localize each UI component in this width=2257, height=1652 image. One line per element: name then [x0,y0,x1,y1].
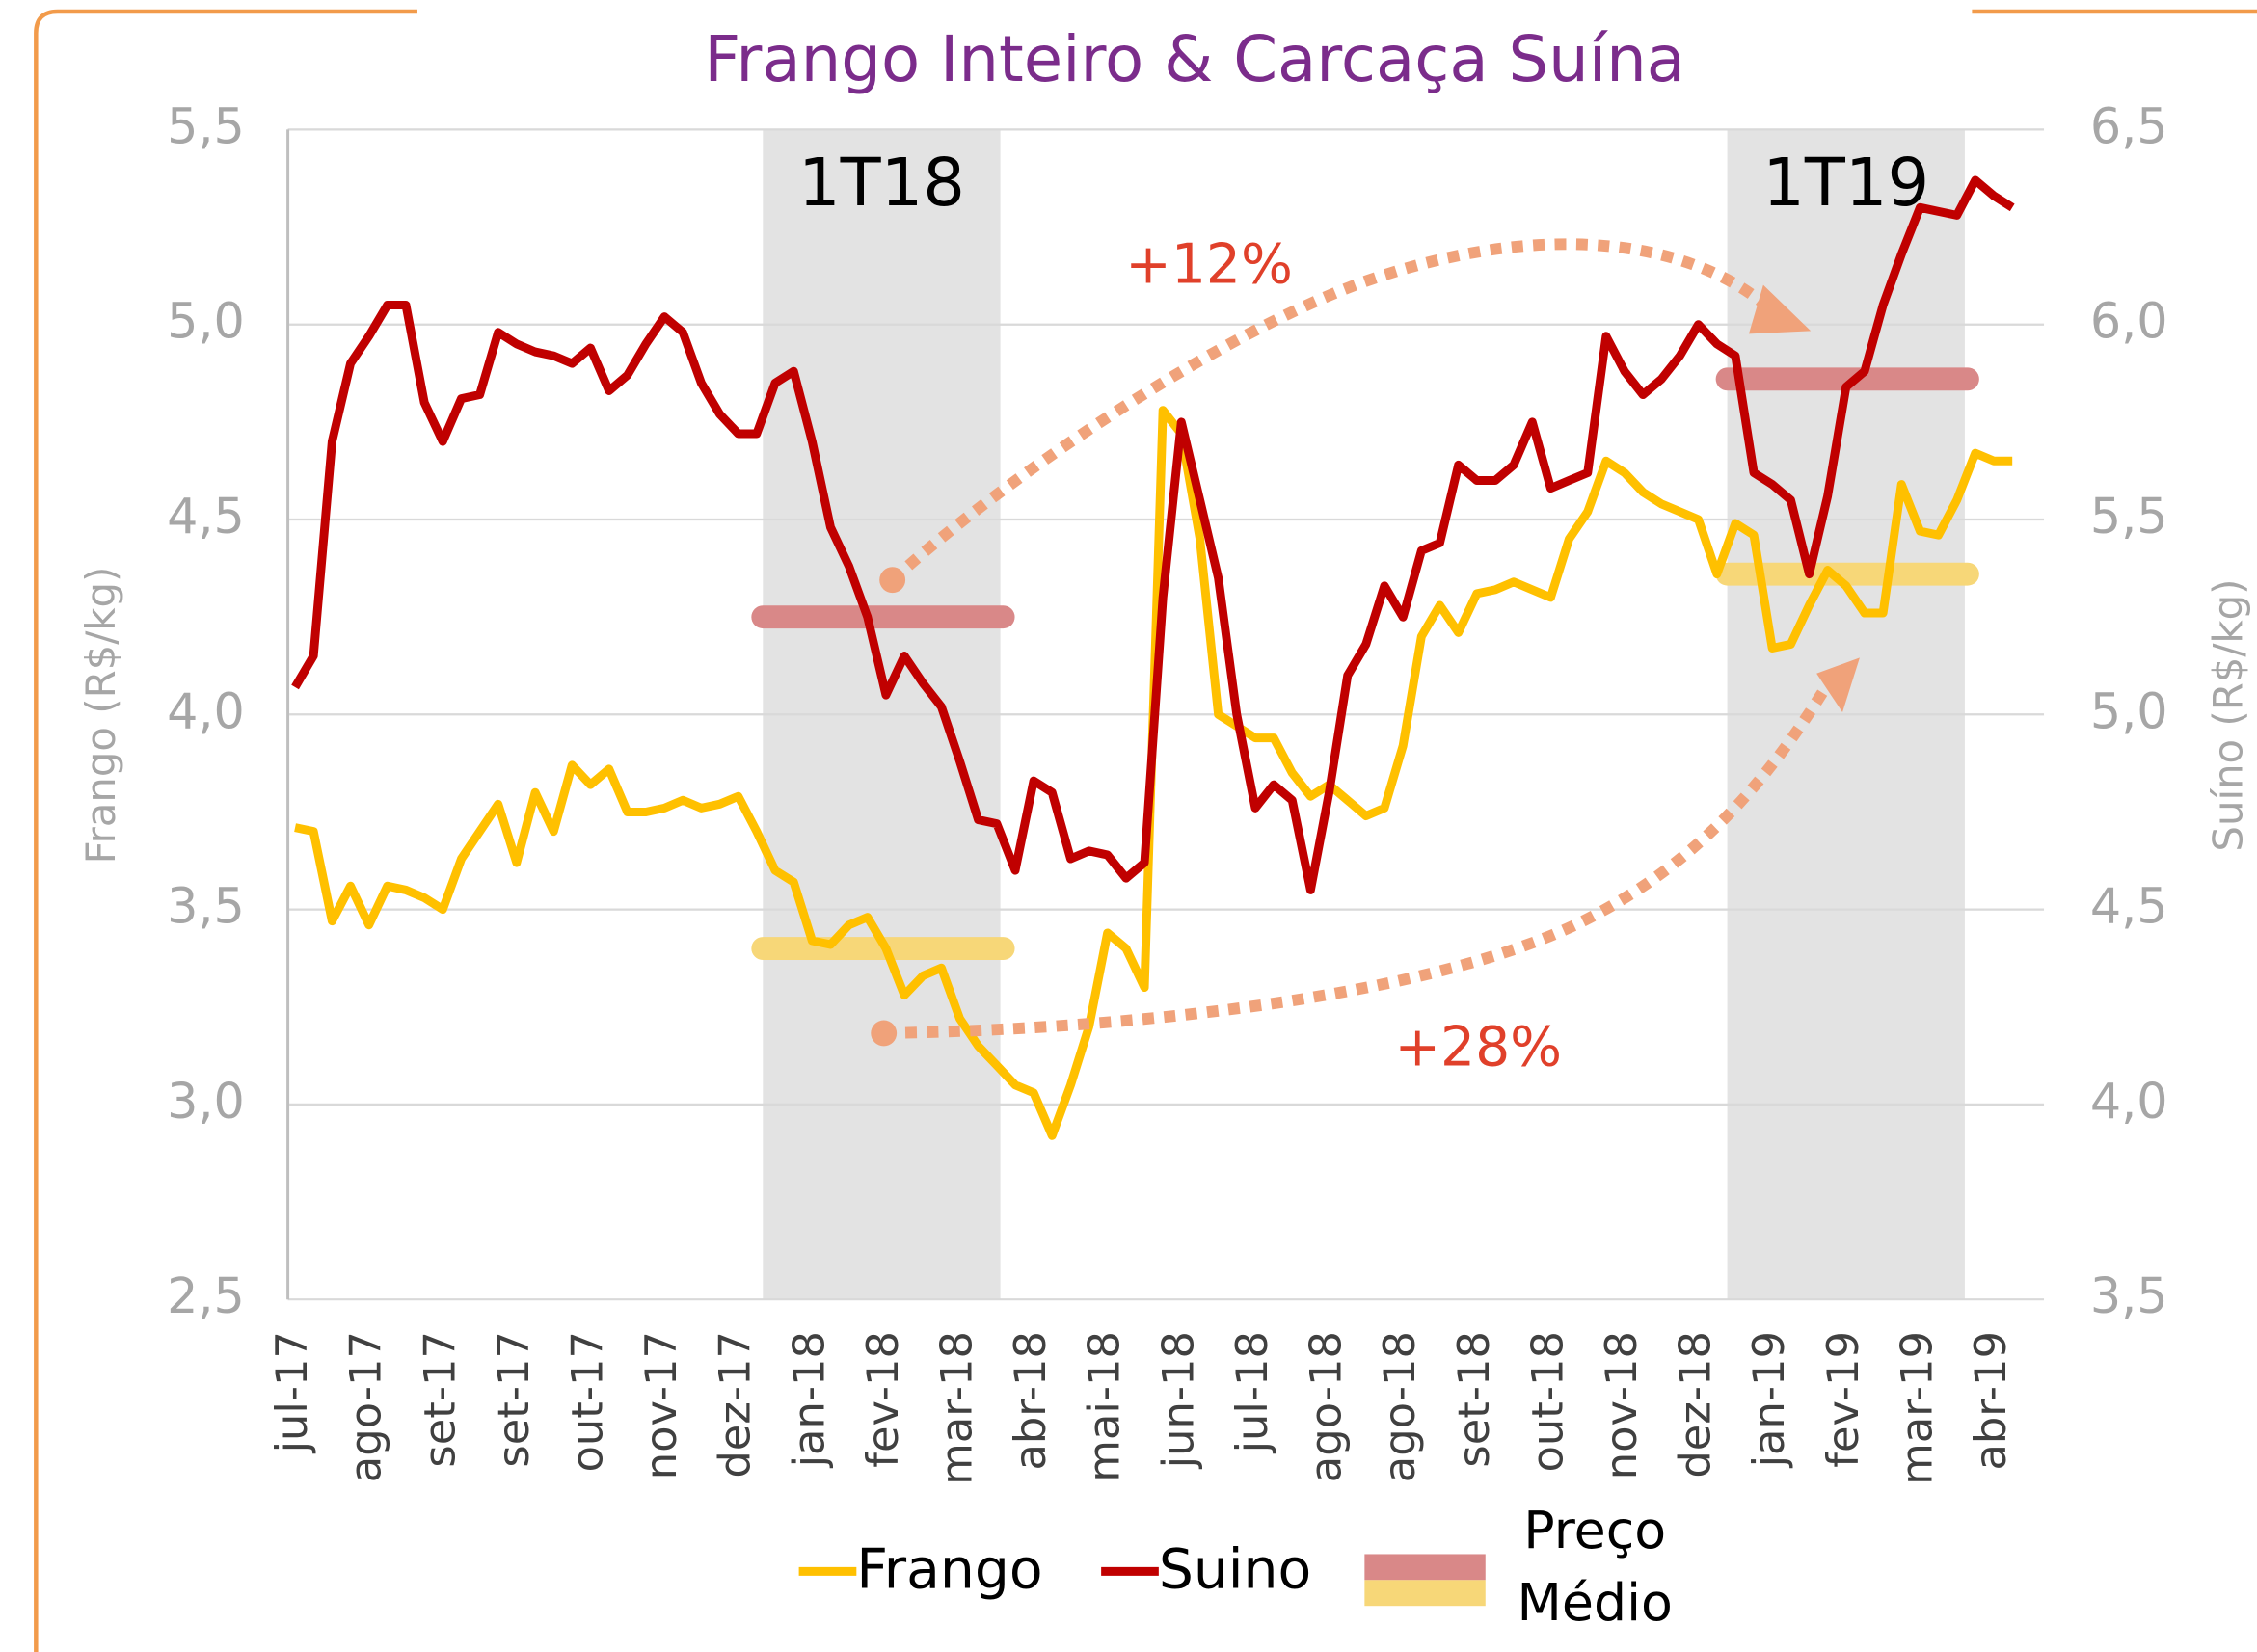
y-tick-label: 4,0 [167,682,245,739]
x-tick-label: jul-18 [1226,1331,1277,1453]
series-line [291,175,2015,894]
frame [34,9,2257,1652]
legend-label: Frango [856,1537,1042,1601]
x-tick-label: nov-18 [1596,1331,1647,1479]
x-tick-label: ago-17 [340,1331,391,1482]
x-tick-label: abr-18 [1005,1331,1056,1471]
chart-title: Frango Inteiro & Carcaça Suína [704,23,1685,96]
x-tick-label: jul-17 [266,1331,317,1453]
x-tick-label: dez-17 [710,1331,761,1479]
y2-tick-label: 4,0 [2090,1073,2168,1130]
arrow [888,238,1775,585]
y2-tick-label: 6,0 [2090,293,2168,350]
x-tick-label: dez-18 [1670,1331,1721,1479]
x-tick-label: jan-18 [783,1331,834,1468]
x-tick-label: jun-18 [1152,1331,1203,1469]
x-tick-label: mar-18 [931,1331,982,1485]
period-label: 1T19 [1762,145,1929,222]
legend-swatch [1364,1580,1486,1607]
x-tick-label: mai-18 [1079,1331,1130,1482]
y-tick-label: 3,5 [167,878,245,935]
arrow-head [1816,657,1860,713]
y2-tick-label: 5,5 [2090,488,2168,545]
x-tick-label: nov-17 [635,1331,686,1479]
legend-label: Preço [1523,1500,1666,1560]
arrow-start [879,567,906,594]
x-tick-label: mar-19 [1891,1331,1942,1485]
legend-swatch [1364,1554,1486,1581]
x-tick-label: set-17 [414,1331,465,1468]
x-tick-label: out-18 [1521,1331,1572,1472]
x-tick-label: fev-19 [1817,1331,1868,1468]
x-tick-label: ago-18 [1374,1331,1425,1482]
legend-label: Suino [1159,1537,1311,1601]
y-axis-label: Frango (R$/kg) [77,567,124,865]
y2-tick-label: 5,0 [2090,682,2168,739]
arrow-head [1748,284,1812,334]
annotation: +12% [1125,232,1293,296]
annotation: +28% [1394,1016,1562,1079]
y-tick-label: 3,0 [167,1073,245,1130]
period-label: 1T18 [798,145,965,222]
x-tick-label: set-18 [1448,1331,1499,1468]
x-tick-label: fev-18 [857,1331,908,1468]
y2-tick-label: 3,5 [2090,1267,2168,1324]
arrow-start [871,1020,898,1047]
y2-tick-label: 6,5 [2090,97,2168,154]
y2-tick-label: 4,5 [2090,878,2168,935]
x-tick-label: ago-18 [1301,1331,1352,1482]
y-tick-label: 4,5 [167,488,245,545]
y2-axis-label: Suíno (R$/kg) [2205,579,2252,852]
x-tick-label: abr-19 [1965,1331,2016,1471]
x-tick-label: jan-19 [1743,1331,1794,1468]
y-tick-label: 5,5 [167,97,245,154]
y-tick-label: 2,5 [167,1267,245,1324]
x-tick-label: set-17 [488,1331,539,1468]
legend-label: Médio [1518,1572,1673,1633]
arrow [883,680,1834,1039]
y-tick-label: 5,0 [167,293,245,350]
x-tick-label: out-17 [561,1331,612,1472]
